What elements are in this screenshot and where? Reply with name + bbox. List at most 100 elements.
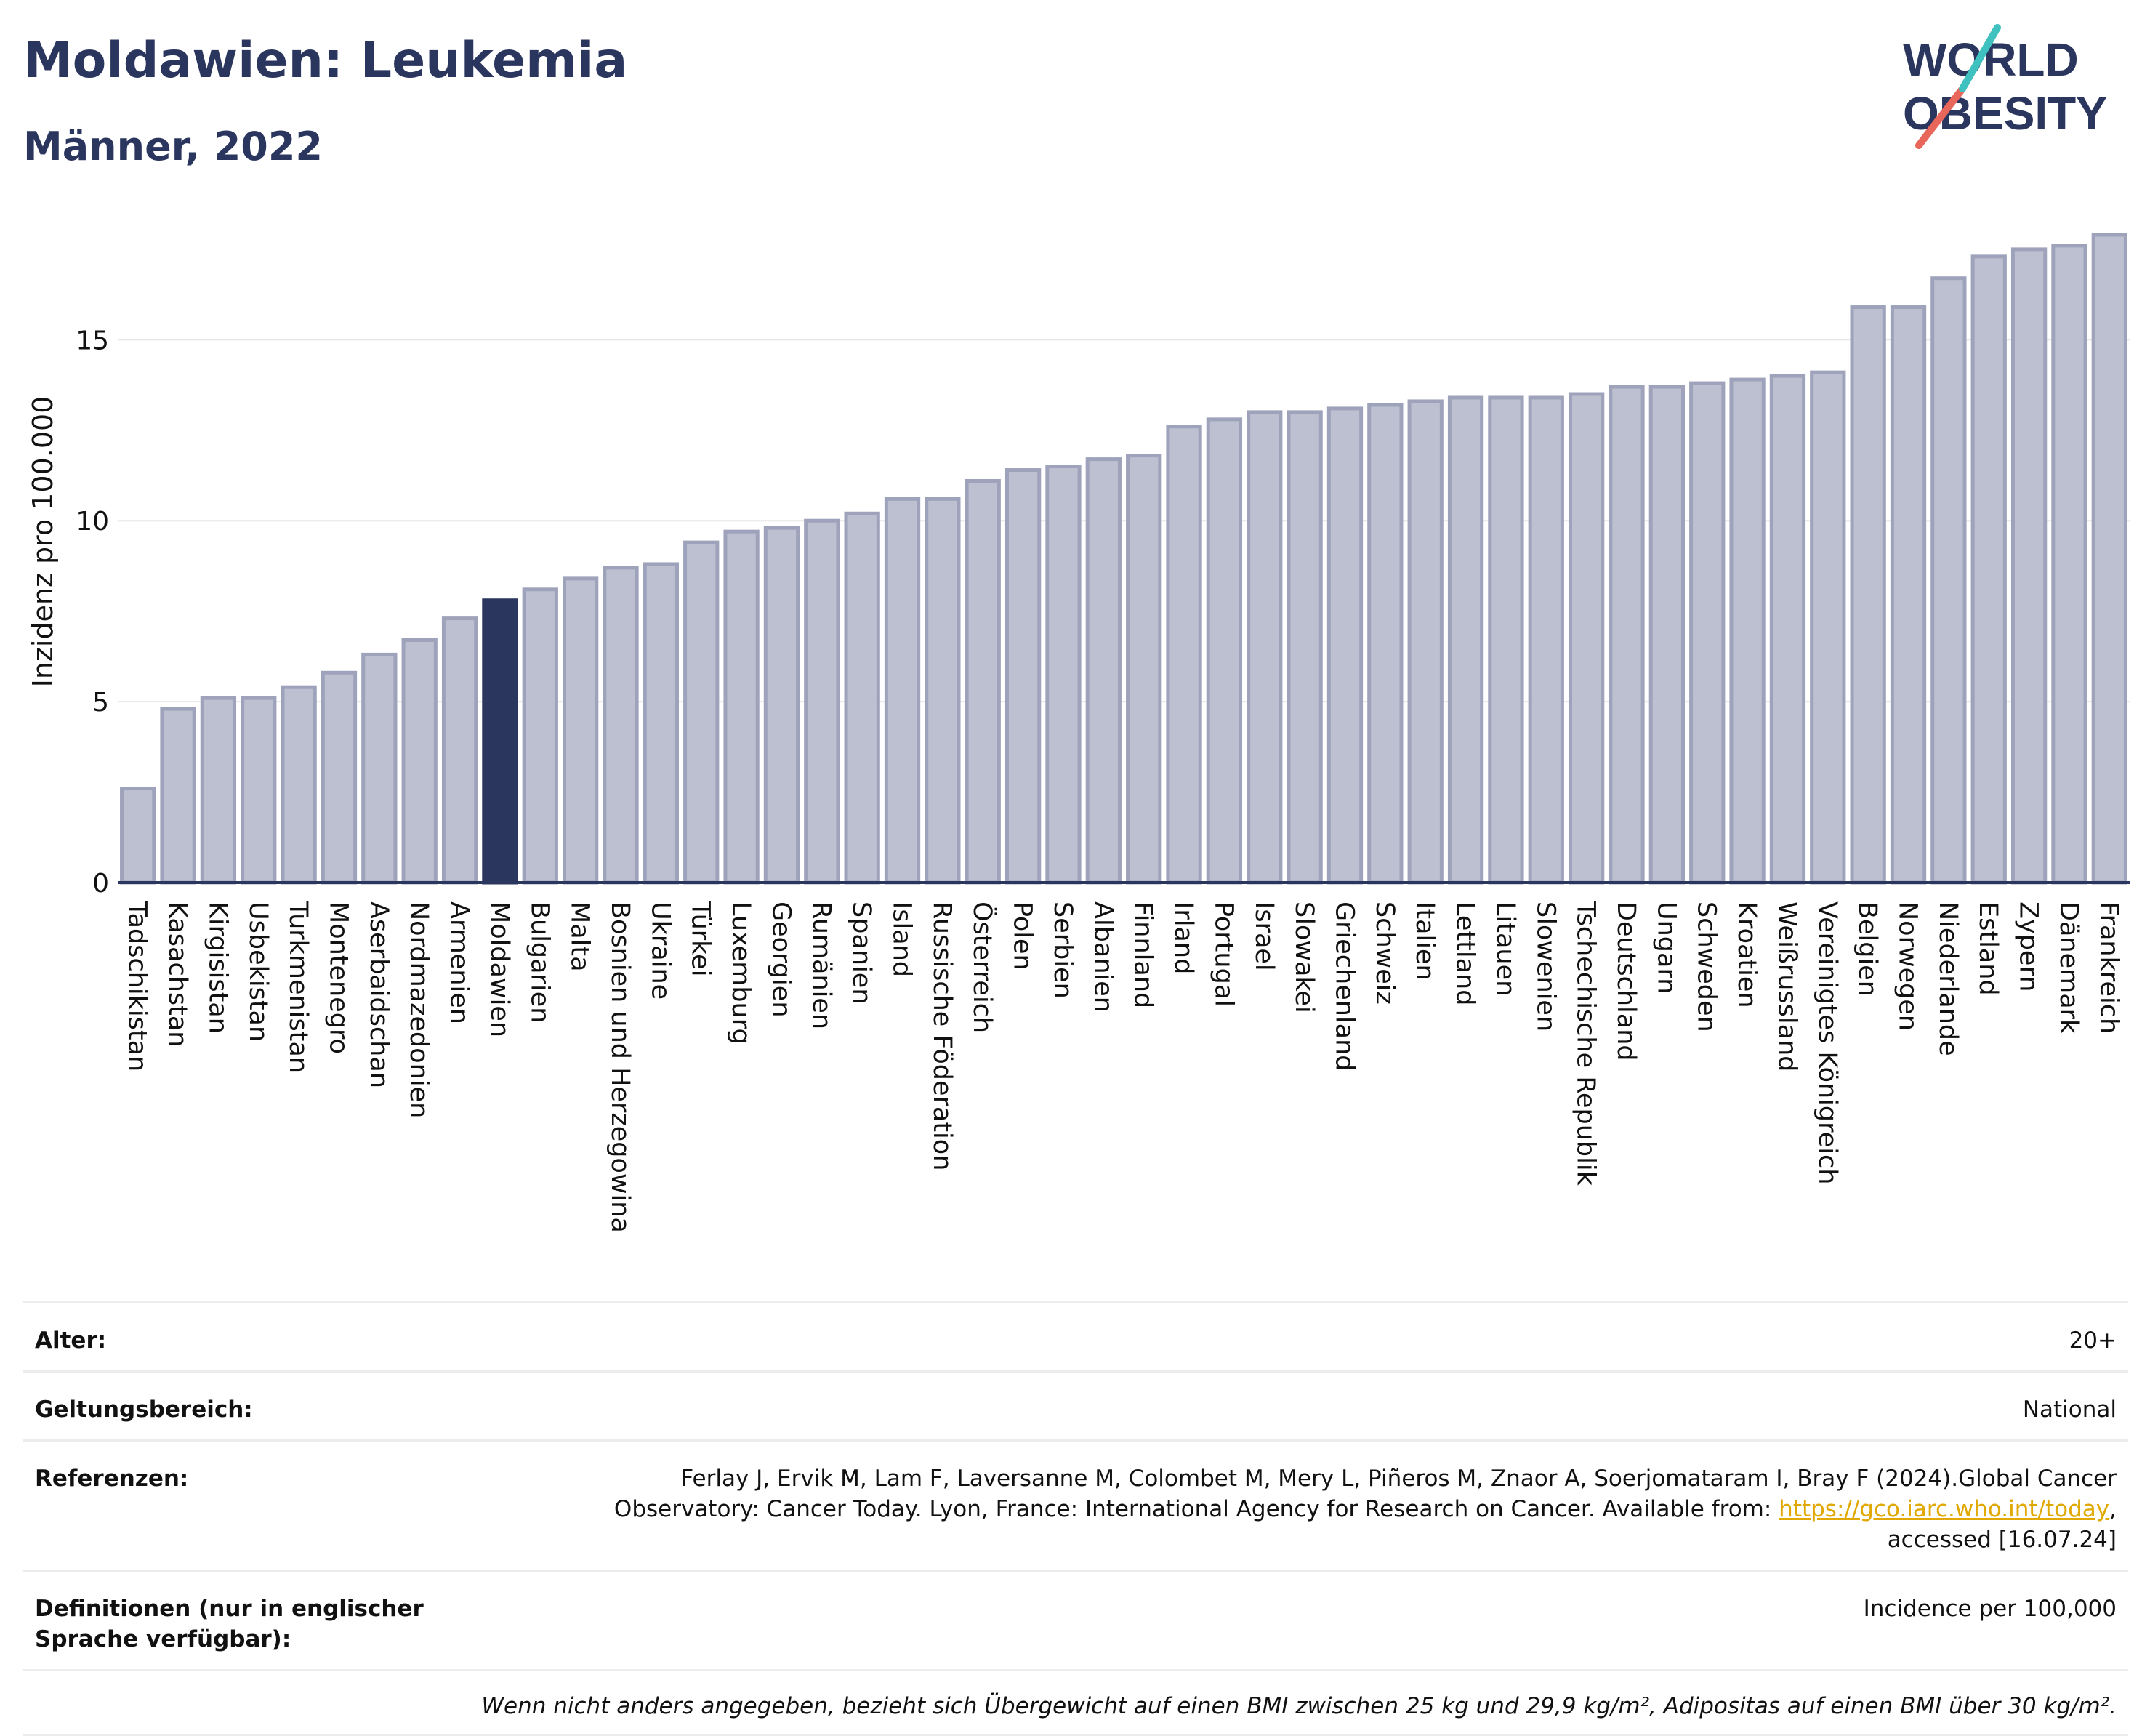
bar-niederlande [1930, 276, 1967, 885]
world-obesity-logo: WORLD OBESITY [1903, 24, 2107, 149]
bar-kasachstan [160, 707, 196, 885]
y-tick-label: 15 [76, 326, 109, 355]
bar-kirgisistan [200, 696, 237, 885]
bar-portugal [1206, 417, 1243, 885]
bar-griechenland [1326, 406, 1364, 885]
bar-rumänien [804, 518, 840, 885]
bar-russische-föderation [925, 497, 961, 885]
x-tick-label: Portugal [1209, 901, 1238, 1007]
bar-tschechische-republik [1568, 392, 1605, 885]
bar-zypern [2010, 247, 2048, 885]
bar-belgien [1850, 305, 1886, 885]
bar-albanien [1085, 457, 1122, 885]
x-tick-label: Dänemark [2054, 901, 2083, 1034]
x-tick-label: Polen [1008, 901, 1037, 971]
x-tick-label: Belgien [1853, 901, 1882, 997]
bar-lettland [1447, 395, 1484, 885]
bar-island [884, 497, 921, 885]
bar-slowakei [1287, 410, 1323, 885]
bar-frankreich [2091, 233, 2127, 885]
bar-nordmazedonien [401, 638, 438, 885]
bar-bosnien-und-herzegowina [603, 566, 639, 885]
bar-montenegro [321, 670, 358, 885]
bar-italien [1407, 399, 1444, 885]
x-tick-label: Italien [1410, 901, 1439, 981]
x-tick-label: Frankreich [2094, 901, 2123, 1034]
y-tick-labels: 0 5 10 15 [76, 326, 109, 899]
page-subtitle: Männer, 2022 [23, 124, 323, 169]
bar-bulgarien [522, 587, 558, 885]
bar-finnland [1126, 454, 1162, 885]
x-tick-label: Turkmenistan [283, 901, 313, 1073]
y-tick-label: 5 [92, 688, 109, 718]
x-tick-label: Türkei [686, 901, 715, 976]
info-table: Alter: 20+ Geltungsbereich: National Ref… [23, 1301, 2128, 1736]
logo-line2: OBESITY [1903, 87, 2107, 140]
x-tick-label: Irland [1169, 901, 1198, 974]
bar-weißrussland [1769, 374, 1806, 885]
logo-slash-teal [1959, 24, 2001, 92]
x-tick-label: Schweiz [1370, 901, 1399, 1005]
x-tick-label: Kroatien [1732, 901, 1761, 1008]
x-tick-label: Island [887, 901, 917, 977]
x-tick-label: Zypern [2014, 901, 2043, 992]
info-row-scope: Geltungsbereich: National [23, 1370, 2128, 1439]
scope-value: National [2022, 1397, 2117, 1423]
bar-österreich [965, 478, 1001, 885]
bar-spanien [844, 511, 880, 885]
info-row-definitions: Definitionen (nur in englischer Sprache … [23, 1570, 2128, 1669]
x-tick-label: Aserbaidschan [364, 901, 393, 1088]
bar-deutschland [1609, 385, 1645, 885]
x-tick-label: Bosnien und Herzegowina [605, 901, 635, 1233]
bar-norwegen [1890, 305, 1927, 885]
x-tick-label: Deutschland [1611, 901, 1640, 1061]
x-tick-label: Litauen [1491, 901, 1520, 996]
definitions-value: Incidence per 100,000 [1863, 1596, 2117, 1622]
bar-armenien [441, 616, 478, 885]
x-tick-label: Moldawien [485, 901, 514, 1037]
bar-schweiz [1367, 403, 1404, 885]
info-row-footnote: Wenn nicht anders angegeben, bezieht sic… [23, 1669, 2128, 1736]
references-text: Ferlay J, Ervik M, Lam F, Laversanne M, … [613, 1466, 2117, 1522]
y-tick-label: 10 [76, 507, 109, 537]
x-tick-label: Rumänien [807, 901, 836, 1029]
info-row-references: Referenzen: Ferlay J, Ervik M, Lam F, La… [23, 1439, 2128, 1570]
alter-label: Alter: [35, 1327, 107, 1354]
logo-slash-red [1915, 85, 1966, 149]
bar-ukraine [643, 562, 680, 885]
scope-label: Geltungsbereich: [35, 1397, 253, 1423]
bar-ungarn [1648, 385, 1686, 885]
info-row-alter: Alter: 20+ [23, 1301, 2128, 1370]
bar-moldawien [482, 598, 518, 885]
x-tick-label: Luxemburg [726, 901, 755, 1045]
bar-israel [1247, 410, 1283, 885]
bar-luxemburg [723, 529, 760, 885]
bar-chart: 0 5 10 15 Tadschikistan Kasachstan Kirgisista… [27, 233, 2130, 1233]
bar-malta [562, 576, 599, 885]
x-tick-label: Norwegen [1893, 901, 1922, 1031]
bar-aserbaidschan [361, 652, 398, 885]
definitions-label: Definitionen (nur in englischer Sprache … [35, 1596, 424, 1652]
alter-value: 20+ [2069, 1327, 2117, 1354]
bar-dänemark [2051, 244, 2087, 885]
x-tick-label: Bulgarien [525, 901, 554, 1023]
x-tick-label: Slowenien [1531, 901, 1560, 1032]
x-tick-label: Russische Föderation [927, 901, 957, 1170]
references-accessed: , accessed [16.07.24] [1887, 1496, 2117, 1553]
x-tick-labels: Tadschikistan Kasachstan Kirgisistan Usbeki… [123, 901, 2124, 1233]
x-tick-label: Georgien [766, 901, 795, 1018]
bar-usbekistan [241, 696, 277, 885]
references-value: Ferlay J, Ervik M, Lam F, Laversanne M, … [558, 1463, 2117, 1555]
x-tick-label: Ungarn [1651, 901, 1680, 994]
x-tick-label: Israel [1249, 901, 1279, 971]
y-axis-label: Inzidenz pro 100.000 [27, 396, 59, 688]
x-tick-label: Schweden [1692, 901, 1721, 1032]
x-tick-label: Montenegro [323, 901, 353, 1054]
x-tick-label: Usbekistan [243, 901, 273, 1042]
references-link[interactable]: https://gco.iarc.who.int/today [1779, 1496, 2110, 1522]
bar-litauen [1488, 395, 1524, 885]
bar-georgien [763, 526, 800, 885]
x-tick-label: Ukraine [645, 901, 675, 1000]
footnote: Wenn nicht anders angegeben, bezieht sic… [481, 1693, 2117, 1719]
x-tick-label: Slowakei [1289, 901, 1318, 1013]
